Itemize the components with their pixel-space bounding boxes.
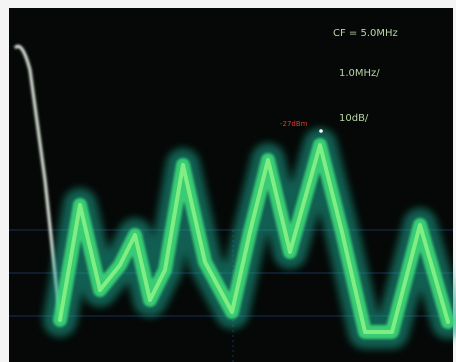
marker-readout: -27dBm [280,120,308,128]
scale-per-division: 10dB/ [339,113,369,124]
analyzer-screen: CF = 5.0MHz 1.0MHz/ 10dB/ -27dBm [0,0,456,362]
span-per-division: 1.0MHz/ [339,68,380,79]
center-frequency: CF = 5.0MHz [333,28,398,39]
marker-dot [319,129,323,133]
